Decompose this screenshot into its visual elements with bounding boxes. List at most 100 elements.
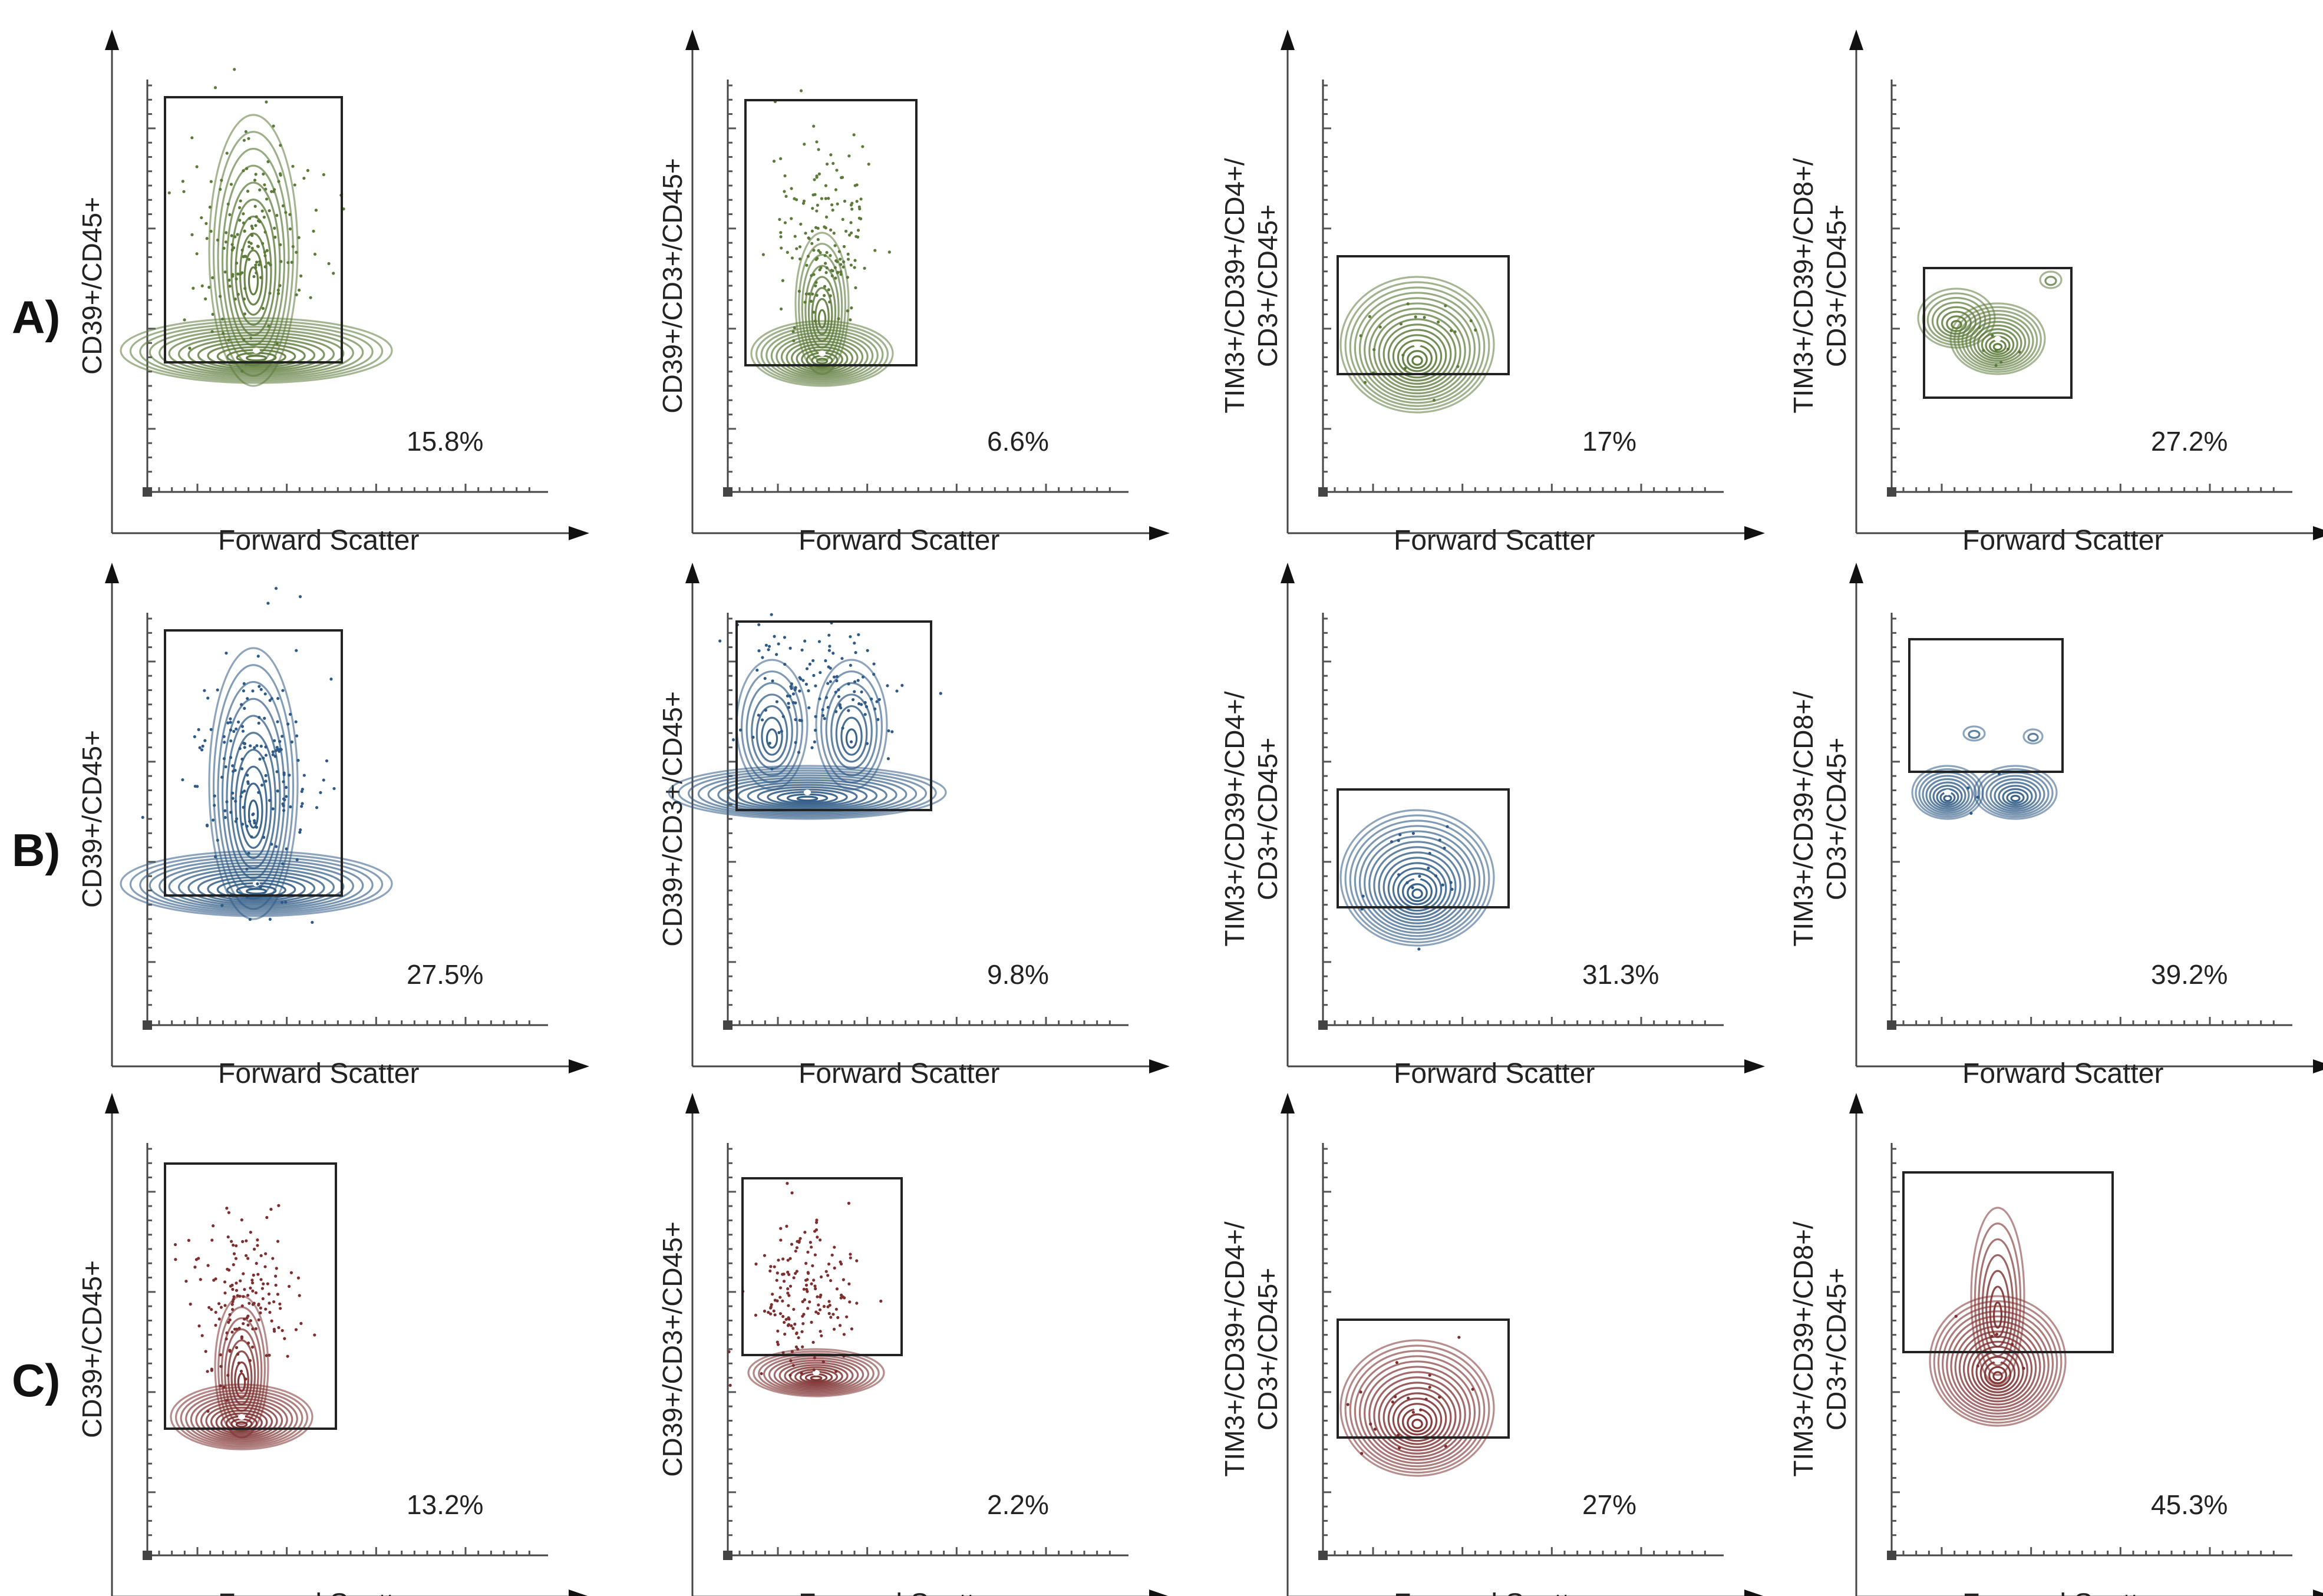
event-dot <box>827 633 831 637</box>
event-dot <box>294 1328 298 1331</box>
contour-line <box>221 698 286 890</box>
contour-line <box>753 1350 880 1396</box>
event-dot <box>1390 840 1394 844</box>
contour-peak <box>1994 1358 2001 1364</box>
event-dot <box>1449 881 1453 884</box>
event-dot <box>849 740 853 744</box>
event-dot <box>846 309 849 313</box>
contour-line <box>210 1406 273 1437</box>
y-axis-label: TIM3+/CD39+/CD8+/ <box>1788 691 1819 947</box>
event-dot <box>285 847 288 851</box>
event-dot <box>844 229 848 233</box>
event-dot <box>847 1201 851 1205</box>
event-dot <box>1434 874 1438 878</box>
event-dot <box>886 757 890 761</box>
event-dot <box>815 1218 819 1222</box>
event-dot <box>821 708 824 712</box>
contour-line <box>810 1375 823 1381</box>
event-dot <box>783 1320 786 1324</box>
event-dot <box>824 271 828 275</box>
contour-line <box>1344 814 1490 944</box>
contour-line <box>1958 1330 2037 1406</box>
event-dot <box>239 272 242 276</box>
event-dot <box>231 797 235 800</box>
event-dot <box>776 1340 779 1344</box>
gate-rectangle <box>164 629 343 897</box>
event-dot <box>198 746 202 749</box>
event-dot <box>216 688 219 692</box>
event-dot <box>849 221 853 224</box>
event-dot <box>794 1249 797 1253</box>
event-dot <box>246 1323 250 1327</box>
event-dot <box>1397 1433 1400 1437</box>
event-dot <box>834 1370 838 1373</box>
contour-line <box>217 680 290 900</box>
event-dot <box>832 1327 836 1331</box>
contour-line <box>1946 315 1967 332</box>
event-dot <box>786 1324 790 1327</box>
event-dot <box>225 1207 229 1210</box>
event-dot <box>824 184 828 187</box>
event-dot <box>190 233 194 237</box>
event-dot <box>325 759 329 763</box>
event-dot <box>251 813 255 817</box>
event-dot <box>830 1253 834 1257</box>
event-dot <box>256 1244 259 1247</box>
plot-panel-2-1: Forward Scatter CD39+/CD3+/CD45+ 2.2% <box>657 1093 1169 1596</box>
event-dot <box>780 729 783 733</box>
event-dot <box>812 310 816 314</box>
event-dot <box>249 336 253 340</box>
contour-line <box>1339 1339 1495 1477</box>
event-dot <box>1405 881 1409 884</box>
x-axis-label: Forward Scatter <box>1962 525 2163 556</box>
event-dot <box>250 1278 254 1282</box>
event-dot <box>814 728 817 732</box>
event-dot <box>297 236 301 239</box>
contour-line <box>1957 309 2038 371</box>
event-dot <box>838 703 842 706</box>
contour-line <box>768 1357 864 1392</box>
event-dot <box>802 1287 806 1291</box>
event-dot <box>783 190 786 193</box>
event-dot <box>233 68 236 71</box>
contour-line <box>1926 297 1987 343</box>
event-dot <box>826 1274 830 1277</box>
event-dot <box>814 1287 817 1291</box>
event-dot <box>768 1269 772 1273</box>
event-dot <box>842 1333 846 1336</box>
event-dot <box>819 1275 823 1278</box>
event-dot <box>804 682 809 686</box>
event-dot <box>235 1288 239 1292</box>
event-dot <box>242 682 246 686</box>
event-dot <box>837 688 840 692</box>
contour-line <box>1364 835 1471 931</box>
plot-panel-0-0: Forward Scatter CD39+/CD45+ 15.8% <box>77 29 589 556</box>
event-dot <box>281 204 285 207</box>
event-dot <box>269 263 272 267</box>
event-dot <box>779 1227 783 1230</box>
y-arrow-head <box>105 563 119 583</box>
event-dot <box>1395 1361 1399 1364</box>
event-dot <box>263 254 267 257</box>
event-dot <box>790 187 793 190</box>
event-dot <box>193 784 197 788</box>
contour-line <box>1922 775 1974 814</box>
event-dot <box>1346 1403 1349 1406</box>
event-dot <box>279 173 282 177</box>
event-dot <box>302 176 306 180</box>
contour-line <box>1382 323 1452 385</box>
event-dot <box>295 734 299 738</box>
event-dot <box>263 716 266 720</box>
event-dot <box>203 689 206 692</box>
event-dot <box>220 904 224 907</box>
event-dot <box>793 1323 797 1326</box>
event-dot <box>870 697 873 701</box>
event-dot <box>233 298 237 301</box>
event-dot <box>855 1259 859 1263</box>
event-dot <box>288 712 292 716</box>
contour-line <box>248 799 259 829</box>
event-dot <box>849 1256 852 1260</box>
event-dot <box>814 280 818 285</box>
event-dot <box>857 633 860 636</box>
event-dot <box>861 145 864 148</box>
